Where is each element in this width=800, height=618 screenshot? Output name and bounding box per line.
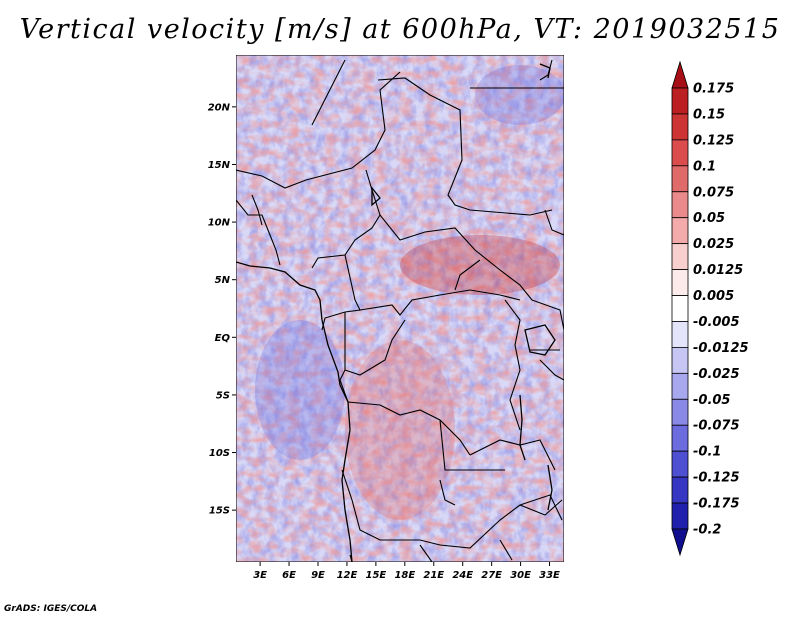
lon-label: 6E [282, 570, 296, 581]
colorbar-label: 0.025 [693, 237, 734, 252]
lon-label: 30E [510, 570, 531, 581]
colorbar-label: -0.005 [693, 315, 740, 330]
border-drc-angola [339, 369, 471, 456]
colorbar-label: -0.2 [693, 523, 721, 538]
lat-label: EQ [215, 333, 231, 344]
colorbar-label: 0.005 [693, 289, 734, 304]
border-west-africa [236, 199, 281, 266]
lon-label: 33E [539, 570, 560, 581]
colorbar-label: 0.15 [693, 107, 725, 122]
lat-label: 5S [216, 390, 230, 401]
border-mozambique [499, 539, 513, 561]
colorbar-bin [671, 502, 689, 530]
colorbar-label: -0.0125 [693, 341, 749, 356]
map-area [236, 55, 564, 562]
colorbar-bin [671, 269, 689, 296]
colorbar-bin [671, 191, 689, 219]
border-niger-north [311, 59, 346, 126]
chart-title: Vertical velocity [m/s] at 600hPa, VT: 2… [19, 14, 781, 45]
border-drc-east [504, 299, 521, 431]
colorbar-label: 0.0125 [693, 263, 743, 278]
border-uganda [531, 299, 564, 331]
colorbar-max-triangle [671, 60, 689, 89]
field-red-texture [236, 55, 564, 562]
colorbar-label: -0.05 [693, 393, 730, 408]
colorbar-bin [671, 321, 689, 348]
colorbar-label: 0.175 [693, 82, 734, 97]
border-south-sudan [454, 259, 481, 291]
colorbar-label: -0.125 [693, 471, 740, 486]
ascent-region-south [345, 340, 455, 520]
descent-region-west [255, 320, 345, 460]
lon-label: 9E [311, 570, 325, 581]
colorbar-bin [671, 295, 689, 322]
border-nigeria-benin [251, 194, 263, 226]
colorbar-label: -0.1 [693, 445, 721, 460]
strong-ascent-region [400, 235, 560, 295]
coastlines [236, 63, 556, 562]
border-car-south [379, 214, 533, 301]
lon-label: 18E [394, 570, 415, 581]
atlantic-coastline [236, 261, 353, 562]
border-ethiopia [544, 209, 564, 236]
border-angola-namibia [341, 469, 441, 546]
colorbar-label: 0.05 [693, 211, 725, 226]
lat-label: 15S [209, 506, 230, 517]
lon-label: 27E [481, 570, 502, 581]
border-angola-zambia [439, 419, 505, 471]
border-sudan-chad [377, 77, 553, 216]
colorbar-bin [671, 139, 689, 167]
colorbar-label: -0.175 [693, 497, 740, 512]
colorbar-label: 0.125 [693, 133, 734, 148]
lon-label: 3E [253, 570, 267, 581]
lake-malawi [547, 464, 553, 511]
lake-chad [371, 186, 381, 207]
colorbar-bin [671, 165, 689, 193]
colorbar-bin [671, 424, 689, 452]
colorbar-bin [671, 476, 689, 504]
lat-label: 10S [209, 448, 230, 459]
colorbar-label: 0.1 [693, 159, 716, 174]
colorbar-bin [671, 87, 689, 115]
colorbar-bin [671, 217, 689, 245]
colorbar-label: -0.075 [693, 419, 740, 434]
lon-label: 15E [366, 570, 387, 581]
border-tanzania [539, 359, 564, 381]
lon-label: 24E [452, 570, 473, 581]
lat-label: 15N [208, 160, 231, 171]
lat-label: 5N [215, 275, 231, 286]
colorbar-label: -0.025 [693, 367, 740, 382]
border-zambia-drc [439, 479, 456, 506]
border-sahel-north [236, 71, 401, 189]
border-chad-cameroon [311, 169, 381, 269]
grads-credit: GrADS: IGES/COLA [4, 604, 98, 614]
lat-label: 10N [208, 218, 231, 229]
lon-label: 12E [337, 570, 358, 581]
colorbar-min-triangle [671, 528, 689, 557]
lake-tanganyika [519, 394, 526, 461]
border-zimbabwe [439, 499, 563, 549]
latitude-axis: 20N 15N 10N 5N EQ 5S 10S 15S [208, 102, 236, 517]
lat-label: 20N [208, 102, 231, 113]
colorbar: 0.175 0.15 0.125 0.1 0.075 0.05 0.025 0.0125 0.0… [671, 60, 749, 557]
border-botswana [419, 544, 433, 562]
descent-region-north [475, 65, 564, 125]
colorbar-bin [671, 347, 689, 374]
colorbar-bin [671, 450, 689, 478]
lon-label: 21E [423, 570, 444, 581]
red-sea-coast [539, 63, 551, 79]
border-congo-north [359, 289, 521, 316]
colorbar-bin [671, 113, 689, 141]
border-cameroon-gabon [321, 254, 361, 331]
colorbar-bin [671, 372, 689, 400]
colorbar-bin [671, 243, 689, 270]
colorbar-bin [671, 398, 689, 426]
border-congo-gabon [344, 312, 406, 376]
border-malawi [519, 494, 563, 521]
longitude-axis: 3E 6E 9E 12E 15E 18E 21E 24E 27E 30E 33E [253, 562, 560, 581]
colorbar-label: 0.075 [693, 185, 734, 200]
lake-victoria [524, 324, 556, 356]
